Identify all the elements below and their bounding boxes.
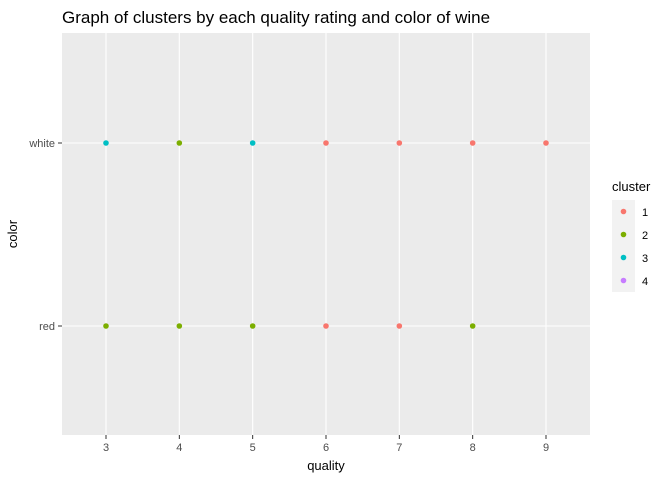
data-point bbox=[323, 323, 329, 329]
data-point bbox=[249, 323, 256, 329]
x-tick-label: 5 bbox=[250, 442, 256, 454]
data-points bbox=[103, 140, 549, 329]
data-point bbox=[469, 323, 476, 329]
data-point bbox=[176, 323, 183, 329]
legend-label: 4 bbox=[642, 276, 648, 288]
x-tick-label: 3 bbox=[103, 442, 109, 454]
y-axis-ticks: red white bbox=[28, 138, 62, 333]
legend-label: 2 bbox=[642, 230, 648, 242]
x-tick-label: 8 bbox=[470, 442, 476, 454]
chart-title: Graph of clusters by each quality rating… bbox=[62, 8, 490, 27]
data-point bbox=[176, 140, 183, 146]
data-point bbox=[469, 140, 476, 146]
legend-title: cluster bbox=[612, 179, 651, 194]
y-axis-title: color bbox=[5, 219, 20, 248]
grid-lines bbox=[62, 33, 590, 435]
x-tick-label: 4 bbox=[176, 442, 182, 454]
data-point bbox=[249, 140, 256, 146]
data-point bbox=[323, 140, 329, 146]
data-point bbox=[396, 323, 403, 329]
legend-label: 3 bbox=[642, 253, 648, 265]
x-tick-label: 9 bbox=[543, 442, 549, 454]
x-tick-label: 6 bbox=[323, 442, 329, 454]
data-point bbox=[396, 140, 403, 146]
y-tick-label: white bbox=[28, 138, 55, 150]
x-tick-label: 7 bbox=[396, 442, 402, 454]
legend-key-point bbox=[620, 277, 627, 284]
legend-key-point bbox=[620, 254, 627, 261]
data-point bbox=[103, 323, 109, 329]
data-point bbox=[543, 140, 549, 146]
data-point bbox=[103, 140, 109, 146]
legend-key-point bbox=[620, 208, 627, 215]
legend: cluster 1 2 3 4 bbox=[612, 179, 651, 292]
x-axis-ticks: 3 4 5 6 7 8 9 bbox=[103, 435, 549, 454]
legend-label: 1 bbox=[642, 207, 648, 219]
x-axis-title: quality bbox=[307, 458, 345, 473]
legend-key-point bbox=[620, 231, 627, 238]
y-tick-label: red bbox=[39, 321, 55, 333]
